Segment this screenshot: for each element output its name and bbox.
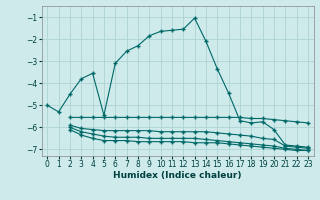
X-axis label: Humidex (Indice chaleur): Humidex (Indice chaleur) <box>113 171 242 180</box>
